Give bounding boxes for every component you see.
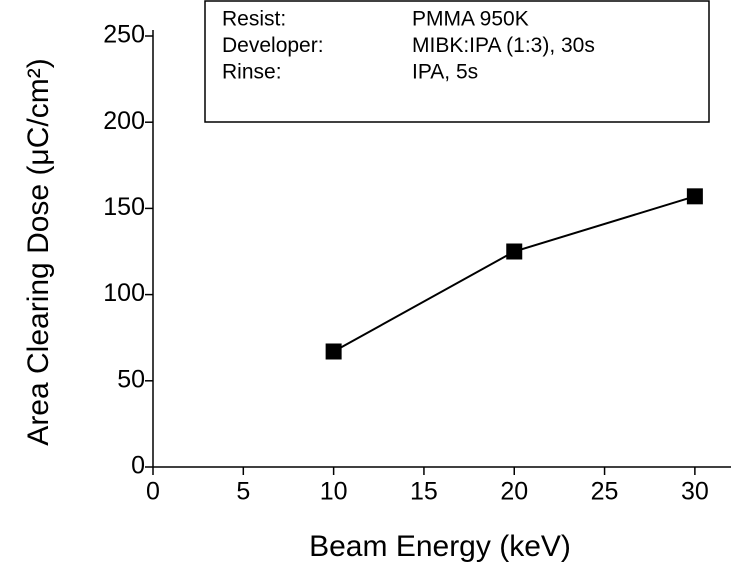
x-tick-label: 5 <box>236 478 250 506</box>
y-axis-title: Area Clearing Dose (μC/cm²) <box>22 58 55 445</box>
annotation-text: Rinse: <box>222 61 282 84</box>
series-line <box>333 195 696 353</box>
annotation-text: Developer: <box>222 34 324 57</box>
annotation-text: Resist: <box>222 8 286 31</box>
y-tick-label: 100 <box>103 279 145 307</box>
y-tick-label: 200 <box>103 107 145 135</box>
x-axis-title: Beam Energy (keV) <box>309 530 571 563</box>
y-tick-label: 150 <box>103 193 145 221</box>
x-tick-label: 20 <box>500 478 528 506</box>
marker <box>686 188 703 205</box>
y-tick-label: 50 <box>117 365 145 393</box>
marker <box>325 343 342 360</box>
marker <box>506 243 523 260</box>
annotation-box <box>204 0 710 123</box>
x-tick-label: 0 <box>146 478 160 506</box>
annotation-text: IPA, 5s <box>412 61 478 84</box>
annotation-text: PMMA 950K <box>412 8 529 31</box>
x-tick-label: 10 <box>320 478 348 506</box>
y-tick-label: 0 <box>131 452 145 480</box>
annotation-text: MIBK:IPA (1:3), 30s <box>412 34 595 57</box>
x-tick-label: 30 <box>681 478 709 506</box>
y-tick-label: 250 <box>103 21 145 49</box>
x-tick-label: 15 <box>410 478 438 506</box>
x-tick-label: 25 <box>591 478 619 506</box>
